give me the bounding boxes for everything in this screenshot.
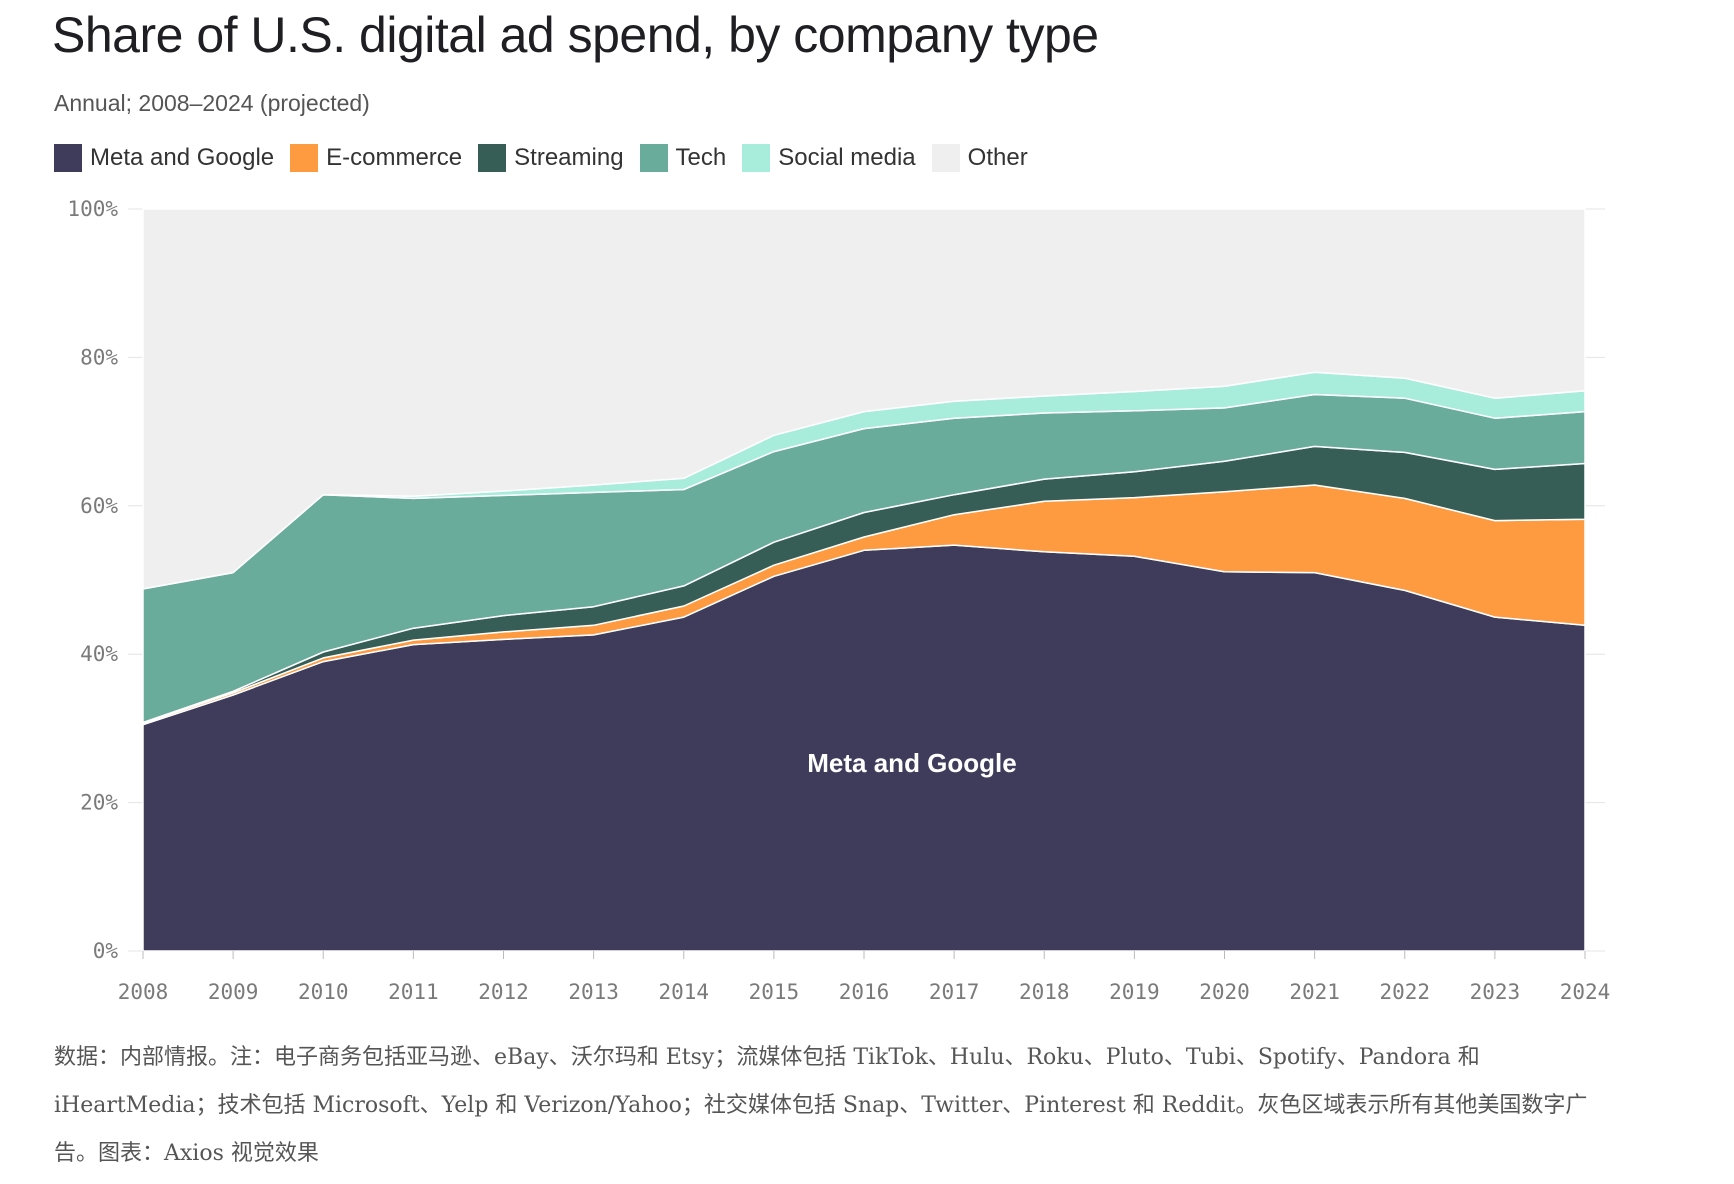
legend-label-other: Other — [967, 144, 1028, 171]
y-tick-label: 60% — [80, 494, 118, 518]
legend-label-e-commerce: E-commerce — [326, 144, 463, 171]
legend-item-streaming: Streaming — [478, 144, 624, 172]
area-other — [142, 208, 1586, 590]
y-tick-label: 0% — [93, 939, 119, 963]
x-tick-label: 2021 — [1289, 980, 1340, 1004]
legend-item-other: Other — [931, 144, 1028, 172]
area-layer — [142, 208, 1586, 952]
legend-swatch-streaming — [478, 144, 507, 172]
legend-label-meta-and-google: Meta and Google — [90, 144, 275, 171]
x-tick-label: 2018 — [1019, 980, 1070, 1004]
legend-item-meta-and-google: Meta and Google — [54, 144, 274, 172]
x-tick-label: 2023 — [1470, 980, 1521, 1004]
chart-subtitle: Annual; 2008–2024 (projected) — [54, 90, 370, 116]
legend-item-tech: Tech — [639, 144, 727, 172]
legend-item-e-commerce: E-commerce — [290, 144, 462, 172]
x-tick-label: 2024 — [1560, 980, 1611, 1004]
y-tick-label: 20% — [80, 791, 118, 815]
x-tick-label: 2008 — [118, 980, 169, 1004]
legend-swatch-meta-and-google — [54, 144, 82, 172]
x-tick-label: 2012 — [478, 980, 529, 1004]
x-tick-label: 2017 — [929, 980, 980, 1004]
axis-layer: 0% 20% 40% 60% 80% 100% 2008 2009 2010 2011 2012 20… — [67, 197, 1610, 1004]
y-tick-label: 40% — [80, 642, 118, 666]
x-tick-label: 2014 — [658, 980, 709, 1004]
x-tick-label: 2013 — [568, 980, 619, 1004]
x-tick-label: 2010 — [298, 980, 349, 1004]
meta-google-annotation: Meta and Google — [807, 748, 1016, 778]
legend-item-social-media: Social media — [742, 144, 916, 172]
x-tick-label: 2009 — [208, 980, 259, 1004]
x-tick-label: 2019 — [1109, 980, 1160, 1004]
y-tick-label: 100% — [67, 197, 118, 221]
legend-label-streaming: Streaming — [514, 144, 624, 171]
source-note: 数据：内部情报。注：电子商务包括亚马逊、eBay、沃尔玛和 Etsy；流媒体包括… — [54, 1045, 1588, 1166]
x-tick-label: 2020 — [1199, 980, 1250, 1004]
legend-label-tech: Tech — [675, 144, 727, 171]
legend: Meta and Google E-commerce Streaming Tec… — [54, 144, 1044, 172]
x-tick-label: 2011 — [388, 980, 439, 1004]
x-tick-label: 2015 — [749, 980, 800, 1004]
x-tick-label: 2016 — [839, 980, 890, 1004]
legend-swatch-other — [931, 144, 960, 172]
y-tick-label: 80% — [80, 345, 118, 369]
chart-title: Share of U.S. digital ad spend, by compa… — [52, 7, 1099, 63]
legend-swatch-e-commerce — [290, 144, 319, 172]
legend-swatch-tech — [639, 144, 668, 172]
x-tick-label: 2022 — [1379, 980, 1430, 1004]
legend-swatch-social-media — [742, 144, 771, 172]
legend-label-social-media: Social media — [778, 144, 916, 171]
